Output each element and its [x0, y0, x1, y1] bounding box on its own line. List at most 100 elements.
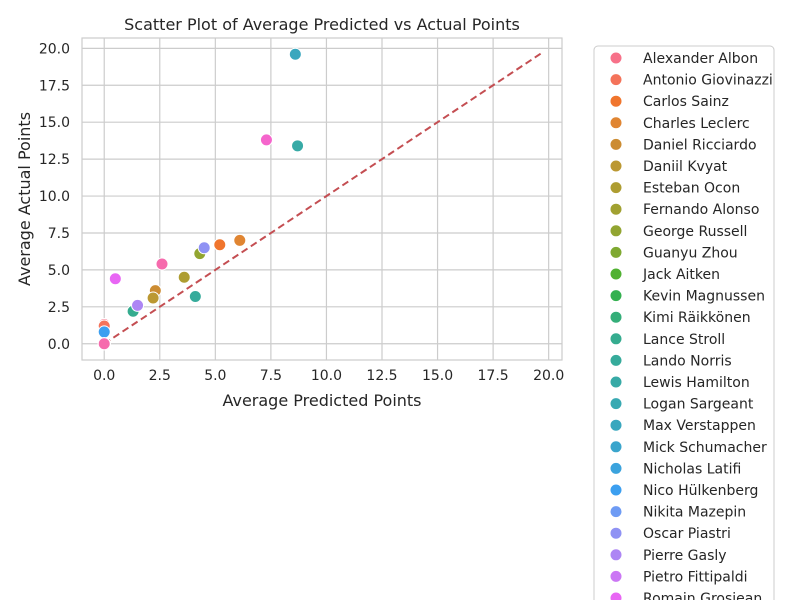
- data-point: [177, 270, 191, 284]
- legend-item: Max Verstappen: [609, 418, 756, 434]
- data-point: [213, 238, 227, 252]
- legend-marker: [609, 418, 623, 432]
- legend: Alexander Albon Antonio Giovinazzi Carlos …: [593, 45, 775, 600]
- y-tick-label: 12.5: [39, 152, 70, 168]
- x-axis-label: Average Predicted Points: [222, 391, 421, 410]
- legend-label: Romain Grosjean: [643, 591, 762, 600]
- legend-label: Lance Stroll: [643, 332, 725, 348]
- y-tick-label: 15.0: [39, 115, 70, 131]
- legend-label: Lando Norris: [643, 353, 732, 369]
- legend-label: Pietro Fittipaldi: [643, 569, 748, 585]
- x-axis-ticks: 0.0 2.5 5.0 7.5 10.0 12.5 15.0 17.5 20.0: [93, 368, 564, 384]
- legend-item: Kimi Räikkönen: [609, 310, 751, 326]
- x-tick-label: 12.5: [366, 368, 397, 384]
- x-tick-label: 7.5: [260, 368, 282, 384]
- x-tick-label: 17.5: [478, 368, 509, 384]
- legend-marker: [609, 51, 623, 65]
- legend-marker: [609, 181, 623, 195]
- legend-label: Oscar Piastri: [643, 526, 731, 542]
- legend-item: Charles Leclerc: [609, 116, 750, 132]
- legend-label: Alexander Albon: [643, 51, 758, 67]
- y-tick-label: 10.0: [39, 189, 70, 205]
- legend-marker: [609, 224, 623, 238]
- legend-item: Jack Aitken: [609, 267, 720, 283]
- x-tick-label: 2.5: [149, 368, 171, 384]
- legend-marker: [609, 289, 623, 303]
- legend-marker: [609, 267, 623, 281]
- legend-label: George Russell: [643, 224, 747, 240]
- legend-label: Nikita Mazepin: [643, 505, 746, 521]
- data-point: [233, 233, 247, 247]
- legend-label: Charles Leclerc: [643, 116, 750, 132]
- data-points: [97, 47, 305, 351]
- legend-item: Oscar Piastri: [609, 526, 731, 542]
- data-point: [97, 325, 111, 339]
- x-tick-label: 0.0: [93, 368, 115, 384]
- legend-item: Nico Hülkenberg: [609, 483, 758, 499]
- data-point: [97, 337, 111, 351]
- legend-label: Guanyu Zhou: [643, 245, 738, 261]
- legend-item: George Russell: [609, 224, 747, 240]
- y-axis-ticks: 0.0 2.5 5.0 7.5 10.0 12.5 15.0 17.5 20.0: [39, 41, 70, 352]
- y-tick-label: 17.5: [39, 78, 70, 94]
- legend-label: Lewis Hamilton: [643, 375, 750, 391]
- legend-label: Jack Aitken: [642, 267, 720, 283]
- legend-marker: [609, 375, 623, 389]
- legend-marker: [609, 159, 623, 173]
- data-point: [146, 291, 160, 305]
- legend-label: Antonio Giovinazzi: [643, 73, 773, 89]
- legend-frame: [593, 45, 775, 600]
- y-tick-label: 2.5: [48, 300, 70, 316]
- legend-item: Guanyu Zhou: [609, 245, 738, 261]
- legend-item: Alexander Albon: [609, 51, 758, 67]
- legend-label: Kevin Magnussen: [643, 289, 765, 305]
- legend-marker: [609, 202, 623, 216]
- legend-label: Daniel Ricciardo: [643, 137, 757, 153]
- y-tick-label: 7.5: [48, 226, 70, 242]
- plot-area: [81, 37, 563, 361]
- legend-item: Logan Sargeant: [609, 397, 754, 413]
- legend-item: Esteban Ocon: [609, 181, 740, 197]
- legend-label: Daniil Kvyat: [643, 159, 728, 175]
- legend-marker: [609, 505, 623, 519]
- legend-item: Pierre Gasly: [609, 548, 727, 564]
- legend-item: Lance Stroll: [609, 332, 725, 348]
- legend-item: Fernando Alonso: [609, 202, 759, 218]
- legend-item: Mick Schumacher: [609, 440, 767, 456]
- data-point: [291, 139, 305, 153]
- legend-item: Nikita Mazepin: [609, 505, 746, 521]
- legend-marker: [609, 397, 623, 411]
- legend-label: Logan Sargeant: [643, 397, 754, 413]
- legend-label: Fernando Alonso: [643, 202, 759, 218]
- legend-label: Nicholas Latifi: [643, 461, 741, 477]
- legend-marker: [609, 116, 623, 130]
- data-point: [155, 257, 169, 271]
- legend-item: Kevin Magnussen: [609, 289, 765, 305]
- x-tick-label: 15.0: [422, 368, 453, 384]
- legend-item: Daniil Kvyat: [609, 159, 728, 175]
- legend-marker: [609, 73, 623, 87]
- legend-item: Nicholas Latifi: [609, 461, 741, 477]
- legend-marker: [609, 137, 623, 151]
- legend-marker: [609, 548, 623, 562]
- legend-marker: [609, 332, 623, 346]
- legend-item: Carlos Sainz: [609, 94, 729, 110]
- legend-marker: [609, 94, 623, 108]
- x-tick-label: 5.0: [204, 368, 226, 384]
- legend-label: Max Verstappen: [643, 418, 756, 434]
- legend-marker: [609, 461, 623, 475]
- data-point: [197, 241, 211, 255]
- data-point: [131, 298, 145, 312]
- legend-marker: [609, 526, 623, 540]
- data-point: [259, 133, 273, 147]
- legend-marker: [609, 591, 623, 600]
- grid: [82, 38, 562, 360]
- legend-marker: [609, 353, 623, 367]
- y-tick-label: 5.0: [48, 263, 70, 279]
- legend-label: Mick Schumacher: [643, 440, 767, 456]
- y-axis-label: Average Actual Points: [15, 112, 34, 286]
- data-point: [188, 289, 202, 303]
- legend-item: Antonio Giovinazzi: [609, 73, 773, 89]
- legend-marker: [609, 483, 623, 497]
